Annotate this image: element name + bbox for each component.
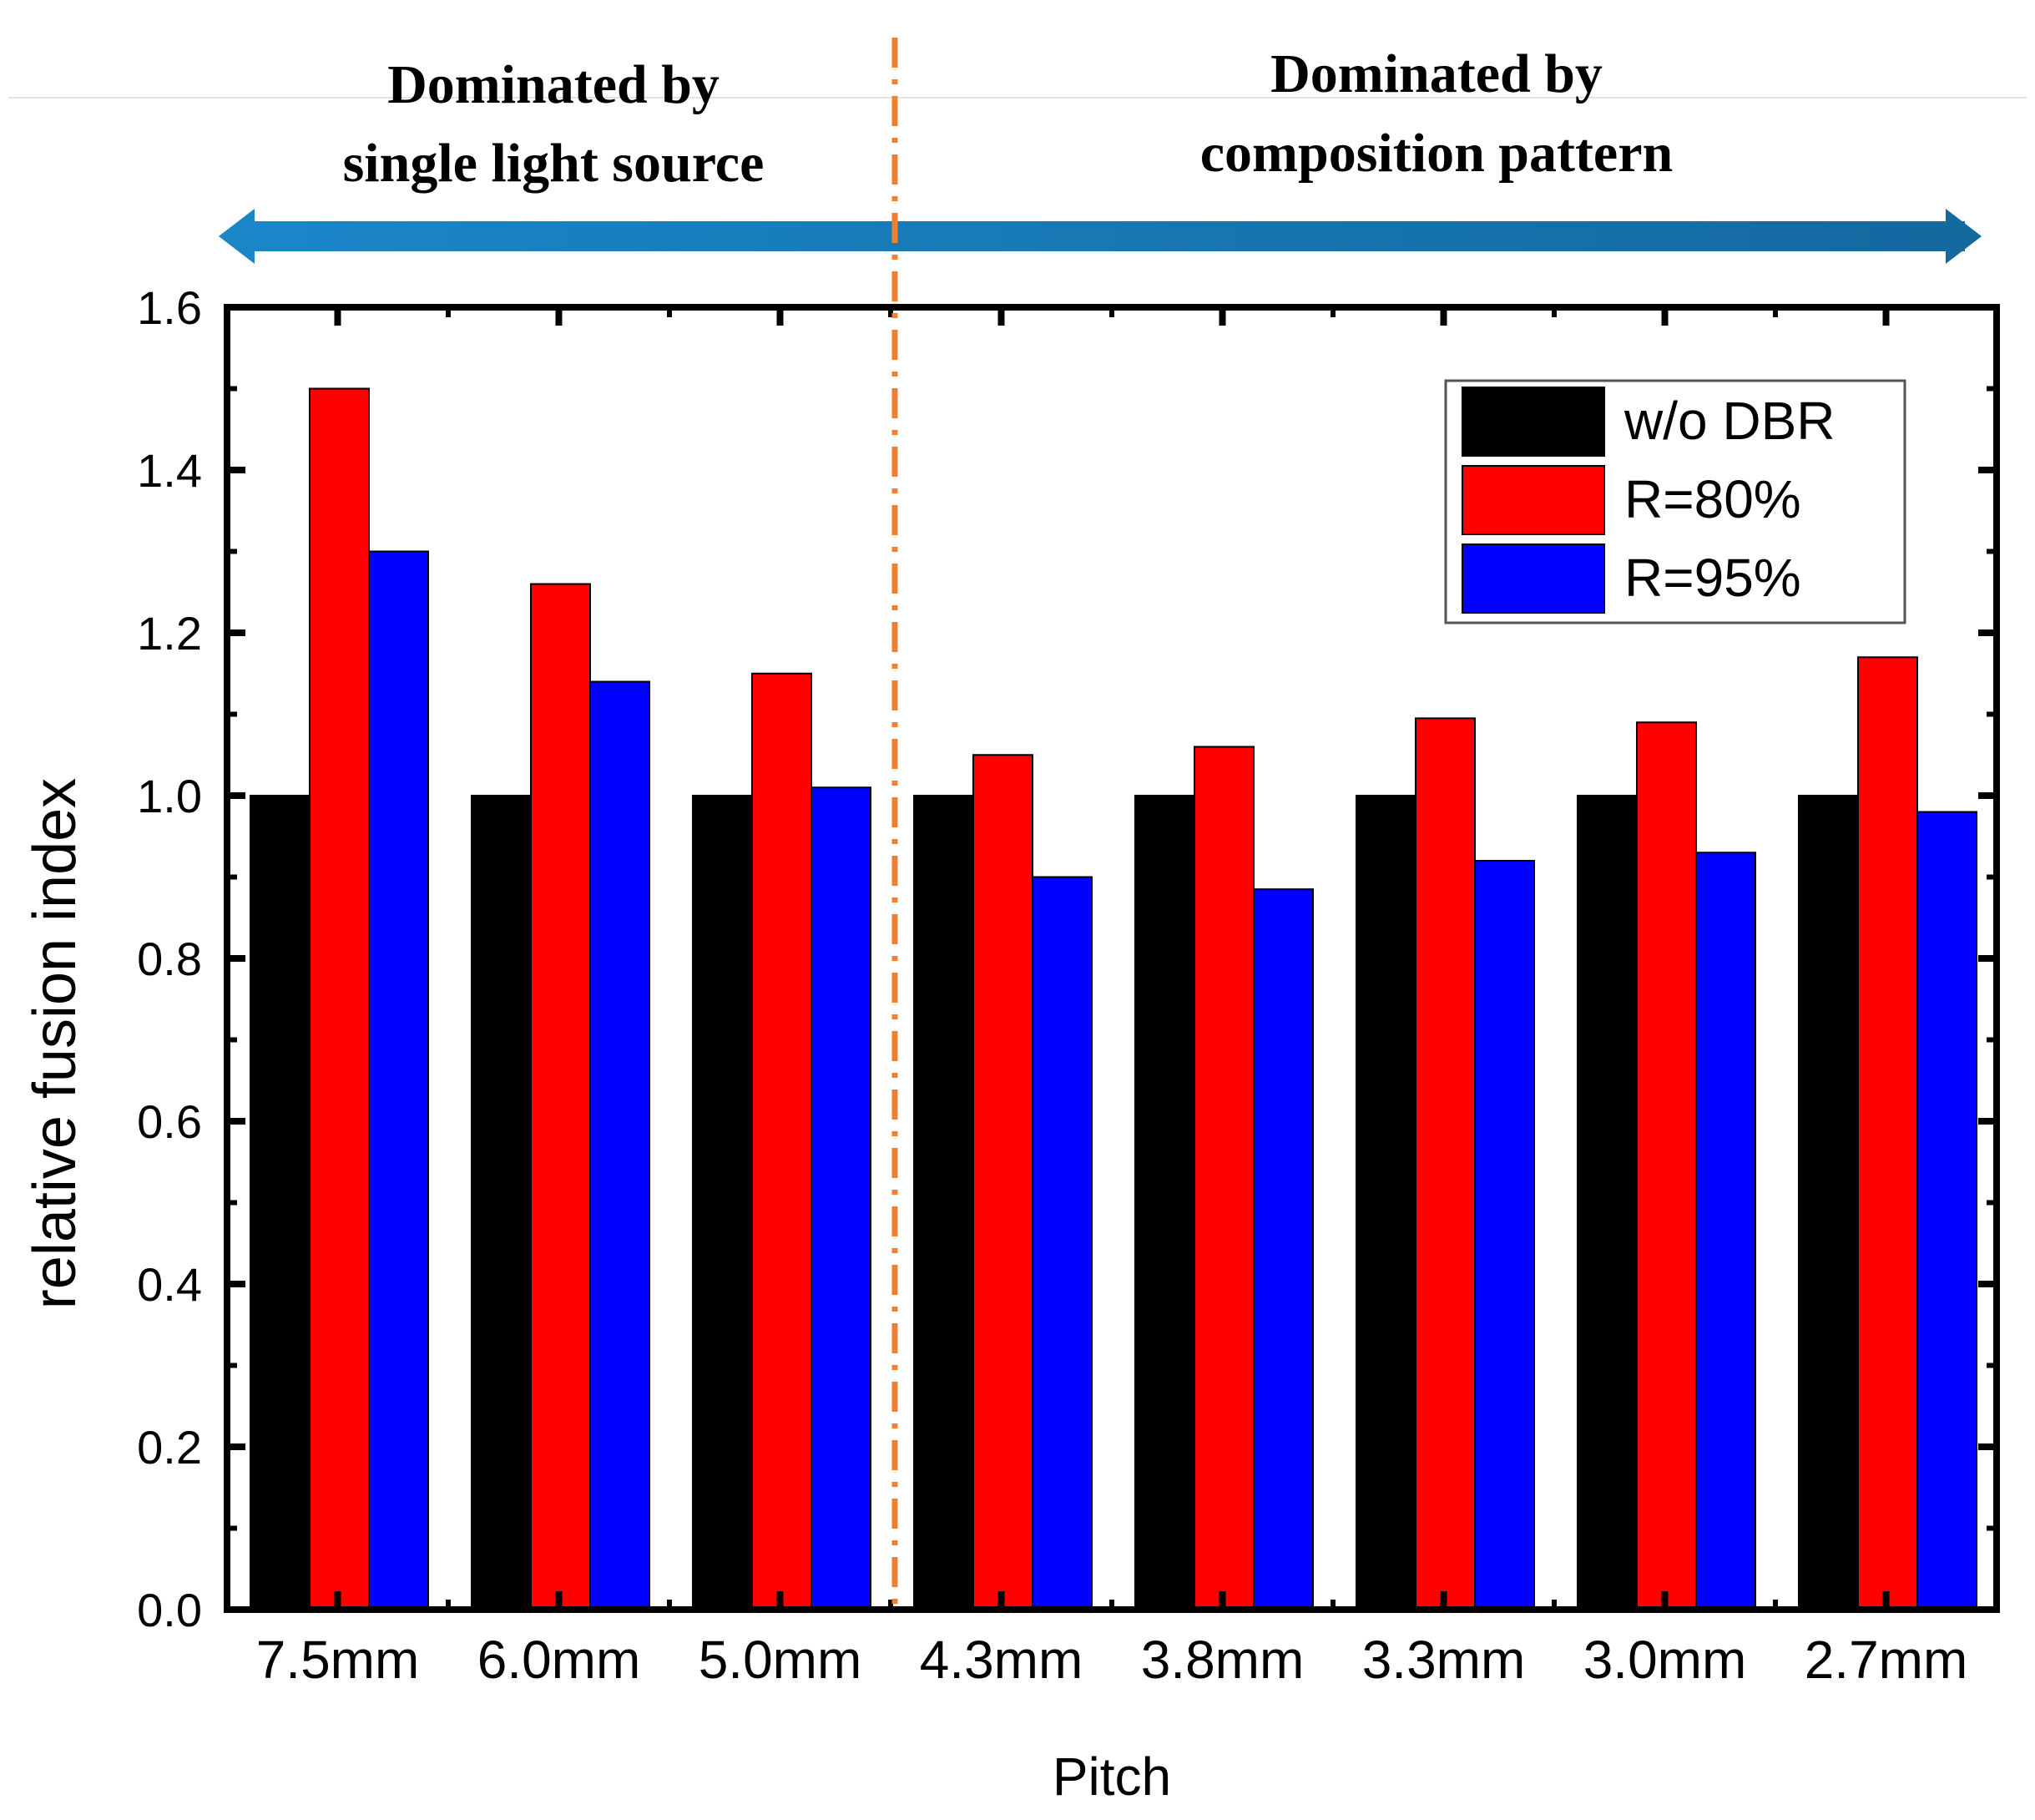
bar-r-80--3-8mm bbox=[1194, 746, 1255, 1610]
bar-w-o-dbr-4-3mm bbox=[913, 795, 974, 1610]
bar-w-o-dbr-7-5mm bbox=[250, 795, 311, 1610]
left-region-line-2: single light source bbox=[343, 133, 765, 194]
bar-r-80--5-0mm bbox=[751, 672, 812, 1610]
bar-r-95--6-0mm bbox=[589, 680, 650, 1610]
x-tick-label: 4.3mm bbox=[920, 1630, 1083, 1690]
bar-r-80--4-3mm bbox=[972, 754, 1033, 1610]
x-tick-label: 3.0mm bbox=[1583, 1630, 1747, 1690]
x-tick-label: 5.0mm bbox=[699, 1630, 862, 1690]
x-tick-label: 7.5mm bbox=[256, 1630, 420, 1690]
x-tick-label: 2.7mm bbox=[1805, 1630, 1968, 1690]
double-arrow-icon bbox=[219, 209, 1982, 264]
bar-r-95--4-3mm bbox=[1032, 876, 1093, 1610]
bar-w-o-dbr-3-8mm bbox=[1134, 795, 1195, 1610]
y-axis-label: relative fusion index bbox=[22, 778, 88, 1309]
y-tick-label: 1.6 bbox=[137, 281, 202, 334]
bar-r-80--6-0mm bbox=[530, 583, 591, 1610]
legend-swatch-w-o-dbr bbox=[1462, 387, 1605, 457]
y-tick-label: 1.2 bbox=[137, 607, 202, 660]
legend-swatch-r-80- bbox=[1462, 465, 1605, 535]
bar-r-80--7-5mm bbox=[309, 387, 370, 1610]
bar-w-o-dbr-6-0mm bbox=[471, 795, 532, 1610]
right-region-line-2: composition pattern bbox=[1200, 123, 1673, 184]
bar-w-o-dbr-3-0mm bbox=[1577, 795, 1638, 1610]
y-tick-label: 0.0 bbox=[137, 1584, 202, 1636]
bar-r-95--5-0mm bbox=[810, 786, 871, 1610]
y-tick-label: 0.8 bbox=[137, 933, 202, 985]
y-tick-label: 1.0 bbox=[137, 770, 202, 822]
x-tick-label: 6.0mm bbox=[477, 1630, 641, 1690]
bar-r-95--2-7mm bbox=[1916, 811, 1977, 1610]
legend-label: w/o DBR bbox=[1623, 391, 1836, 451]
bar-r-80--3-0mm bbox=[1636, 721, 1697, 1610]
bar-r-80--3-3mm bbox=[1415, 717, 1476, 1610]
bar-r-95--3-0mm bbox=[1695, 852, 1756, 1610]
right-region-line-1: Dominated by bbox=[1270, 43, 1603, 104]
x-axis-label: Pitch bbox=[1053, 1747, 1171, 1807]
bar-w-o-dbr-5-0mm bbox=[692, 795, 753, 1610]
y-tick-label: 0.2 bbox=[137, 1421, 202, 1474]
y-tick-label: 1.4 bbox=[137, 444, 202, 497]
bar-w-o-dbr-3-3mm bbox=[1356, 795, 1416, 1610]
x-tick-label: 3.8mm bbox=[1141, 1630, 1305, 1690]
x-tick-label: 3.3mm bbox=[1362, 1630, 1526, 1690]
y-tick-label: 0.6 bbox=[137, 1095, 202, 1148]
bar-r-95--7-5mm bbox=[368, 550, 429, 1610]
legend-swatch-r-95- bbox=[1462, 543, 1605, 614]
legend-label: R=95% bbox=[1624, 548, 1801, 608]
bar-r-95--3-8mm bbox=[1253, 888, 1314, 1610]
y-tick-label: 0.4 bbox=[137, 1258, 202, 1311]
bar-r-95--3-3mm bbox=[1474, 860, 1535, 1610]
left-region-line-1: Dominated by bbox=[387, 54, 720, 115]
bar-r-80--2-7mm bbox=[1857, 656, 1918, 1610]
bar-w-o-dbr-2-7mm bbox=[1798, 795, 1859, 1610]
legend-label: R=80% bbox=[1624, 469, 1801, 529]
